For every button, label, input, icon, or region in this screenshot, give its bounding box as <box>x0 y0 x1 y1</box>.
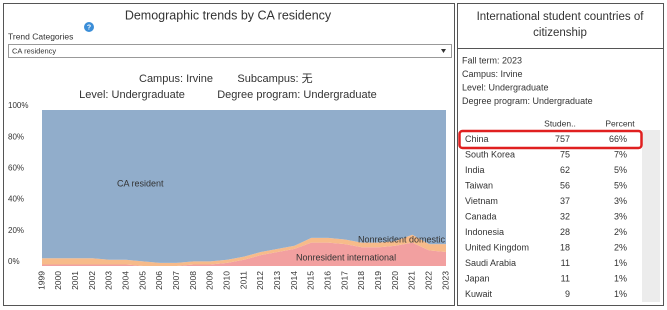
help-icon-text[interactable]: ? <box>87 24 91 31</box>
count: 75 <box>560 149 570 159</box>
country: United Kingdom <box>465 242 529 252</box>
country: Japan <box>465 273 490 283</box>
x-tick-label: 2018 <box>356 271 366 290</box>
left-panel <box>3 3 455 306</box>
x-tick-label: 2011 <box>238 271 248 290</box>
country: Saudi Arabia <box>465 258 516 268</box>
percent: 1% <box>614 273 627 283</box>
count: 37 <box>560 196 570 206</box>
y-tick-label: 0% <box>8 257 20 266</box>
area <box>42 242 446 266</box>
x-tick-label: 2001 <box>70 271 80 290</box>
x-tick-label: 2017 <box>339 271 349 290</box>
help-icon[interactable] <box>84 22 94 32</box>
x-tick-label: 2005 <box>137 271 147 290</box>
x-tick-label: 2008 <box>188 271 198 290</box>
percent: 7% <box>614 149 627 159</box>
country: China <box>465 134 489 144</box>
panel-info: Fall term: 2023 <box>462 55 522 65</box>
y-tick-label: 60% <box>8 164 24 173</box>
count: 11 <box>561 258 570 268</box>
x-tick-label: 2015 <box>306 271 316 290</box>
x-tick-label: 2007 <box>171 271 181 290</box>
percent: 66% <box>609 134 627 144</box>
dropdown-value[interactable]: CA residency <box>12 46 56 55</box>
percent: 5% <box>614 165 627 175</box>
table: Fall term: 2023 Campus: Irvine Level: Unde… <box>462 55 635 299</box>
x-tick-label: 2023 <box>440 271 450 290</box>
x-tick-label: 2013 <box>272 271 282 290</box>
percent: 5% <box>614 180 627 190</box>
x-tick-label: 1999 <box>36 271 46 290</box>
y-tick-label: 40% <box>8 195 24 204</box>
dropdown[interactable] <box>8 44 452 58</box>
dropdown-caret[interactable] <box>441 49 446 53</box>
panel-info: Level: Undergraduate <box>462 82 549 92</box>
count: 11 <box>561 273 570 283</box>
country: Indonesia <box>465 227 504 237</box>
filter-subcampus: Subcampus: 无 <box>237 73 312 85</box>
column-header: Studen.. <box>544 118 576 128</box>
x-tick-label: 2000 <box>53 271 63 290</box>
count: 9 <box>565 289 570 299</box>
right-panel <box>457 3 664 306</box>
x-tick-label: 2016 <box>322 271 332 290</box>
percent: 1% <box>614 289 627 299</box>
x-tick-label: 2002 <box>87 271 97 290</box>
country: South Korea <box>465 149 515 159</box>
x-tick-label: 2003 <box>104 271 114 290</box>
percent: 3% <box>614 211 627 221</box>
panel-info: Degree program: Undergraduate <box>462 96 593 106</box>
x-tick-label: 2009 <box>205 271 215 290</box>
country: Canada <box>465 211 497 221</box>
count: 18 <box>560 242 570 252</box>
percent: 2% <box>614 242 627 252</box>
series-label: CA resident <box>117 178 164 188</box>
percent: 1% <box>614 258 627 268</box>
country: India <box>465 165 485 175</box>
column-header: Percent <box>605 118 635 128</box>
panel-info: Campus: Irvine <box>462 69 523 79</box>
plot: CA resident Nonresident international Nonr… <box>8 101 450 290</box>
chart-title: Demographic trends by CA residency <box>125 8 332 22</box>
scrollbar[interactable] <box>642 130 660 302</box>
count: 28 <box>560 227 570 237</box>
filter-degree: Degree program: Undergraduate <box>217 89 377 101</box>
count: 32 <box>560 211 570 221</box>
x-tick-label: 2004 <box>120 271 130 290</box>
filter-campus: Campus: Irvine <box>139 73 213 85</box>
x-tick-label: 2022 <box>423 271 433 290</box>
panel-title: International student countries of <box>477 11 645 23</box>
y-tick-label: 20% <box>8 226 24 235</box>
control-label: Trend Categories <box>8 31 73 41</box>
y-tick-label: 100% <box>8 101 28 110</box>
y-tick-label: 80% <box>8 132 24 141</box>
percent: 2% <box>614 227 627 237</box>
area <box>42 234 446 266</box>
panel-title: citizenship <box>533 27 587 39</box>
x-tick-label: 2020 <box>390 271 400 290</box>
percent: 3% <box>614 196 627 206</box>
count: 62 <box>560 165 570 175</box>
x-tick-label: 2012 <box>255 271 265 290</box>
series-label: Nonresident international <box>296 252 396 262</box>
highlight-box <box>458 129 643 150</box>
filter-level: Level: Undergraduate <box>79 89 185 101</box>
x-tick-label: 2010 <box>221 271 231 290</box>
x-tick-label: 2021 <box>407 271 417 290</box>
x-tick-label: 2006 <box>154 271 164 290</box>
x-tick-label: 2014 <box>289 271 299 290</box>
country: Vietnam <box>465 196 498 206</box>
series-label: Nonresident domestic <box>358 234 446 244</box>
x-tick-label: 2019 <box>373 271 383 290</box>
count: 56 <box>560 180 570 190</box>
country: Kuwait <box>465 289 493 299</box>
area <box>42 110 446 263</box>
country: Taiwan <box>465 180 493 190</box>
count: 757 <box>555 134 570 144</box>
